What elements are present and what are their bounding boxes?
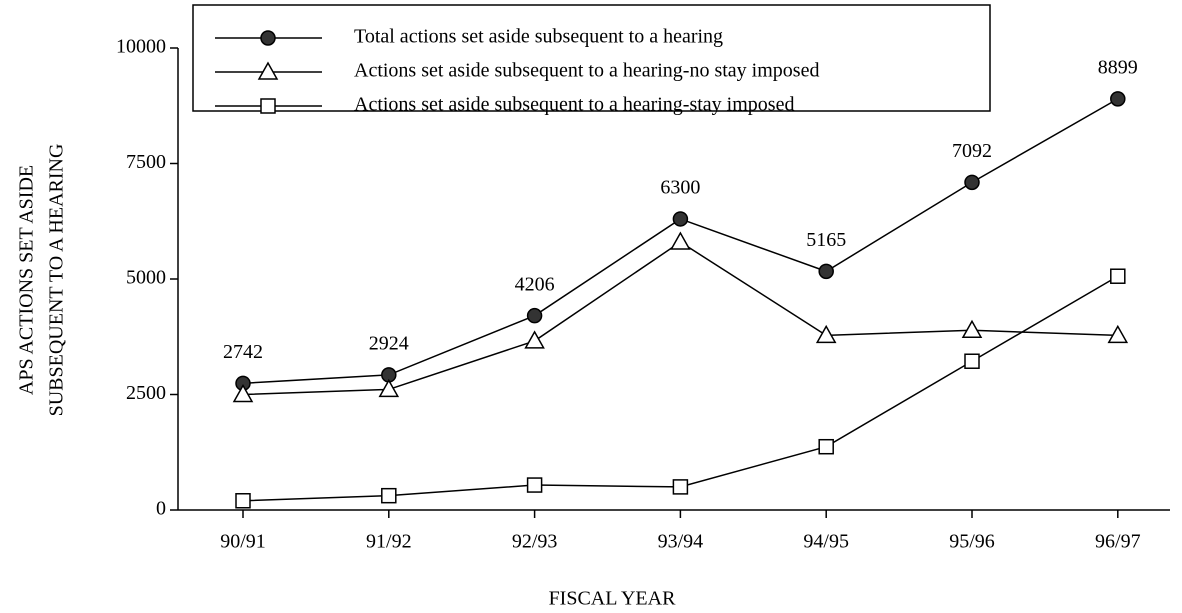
marker	[526, 307, 543, 324]
series-line	[242, 241, 1118, 396]
legend-label: Actions set aside subsequent to a hearin…	[354, 60, 819, 82]
x-tick-label: 93/94	[658, 531, 704, 553]
marker	[1110, 268, 1126, 284]
marker	[672, 211, 689, 227]
marker	[818, 438, 834, 455]
x-axis-label: FISCAL YEAR	[549, 588, 677, 610]
data-label: 8899	[1098, 56, 1138, 78]
legend-box	[192, 4, 991, 112]
y-axis-label: APS ACTIONS SET ASIDE	[16, 165, 38, 395]
legend-label: Total actions set aside subsequent to a …	[354, 26, 723, 48]
marker	[672, 479, 689, 495]
x-tick-label: 91/92	[366, 531, 412, 553]
data-label: 2742	[223, 341, 263, 363]
marker	[381, 487, 397, 504]
marker	[260, 30, 276, 46]
marker	[524, 330, 545, 349]
marker	[964, 353, 980, 369]
marker	[257, 61, 279, 80]
x-tick-label: 90/91	[220, 531, 266, 553]
x-tick-label: 95/96	[949, 531, 995, 553]
marker	[670, 231, 691, 250]
y-axis-label-group: APS ACTIONS SET ASIDE SUBSEQUENT TO A HE…	[16, 144, 68, 417]
marker	[526, 477, 543, 493]
marker	[378, 378, 400, 398]
data-label: 4206	[515, 273, 555, 295]
marker	[961, 319, 983, 339]
data-label: 5165	[806, 229, 846, 251]
x-tick-label: 96/97	[1095, 531, 1141, 553]
x-tick-label: 92/93	[512, 531, 558, 553]
series-line	[242, 275, 1119, 502]
marker	[232, 383, 254, 403]
y-tick-label: 7500	[126, 151, 166, 173]
y-tick-label: 2500	[126, 382, 166, 404]
data-label: 6300	[660, 177, 700, 199]
y-tick-label: 5000	[126, 267, 166, 289]
marker	[964, 174, 980, 191]
marker	[235, 493, 251, 509]
data-label: 7092	[952, 140, 992, 162]
y-axis-label: SUBSEQUENT TO A HEARING	[46, 144, 68, 417]
y-tick-label: 0	[156, 498, 166, 520]
data-label: 2924	[369, 333, 409, 355]
marker	[1110, 91, 1126, 107]
marker	[260, 98, 276, 114]
marker	[815, 324, 837, 344]
y-tick-label: 10000	[116, 36, 166, 58]
legend-label: Actions set aside subsequent to a hearin…	[354, 94, 794, 116]
marker	[1107, 324, 1129, 344]
x-tick-label: 94/95	[803, 531, 849, 553]
marker	[818, 263, 834, 280]
